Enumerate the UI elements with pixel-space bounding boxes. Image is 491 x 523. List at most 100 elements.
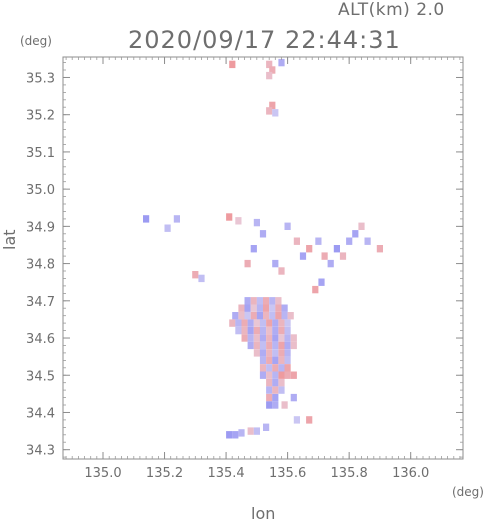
echo-cell — [278, 341, 285, 350]
echo-cell — [358, 222, 365, 230]
echo-cell — [318, 278, 325, 286]
echo-cell — [284, 349, 291, 357]
echo-cell — [290, 371, 297, 379]
echo-cell — [312, 285, 319, 294]
echo-cell — [327, 259, 334, 268]
echo-cell — [259, 230, 267, 238]
echo-cell — [143, 215, 150, 223]
echo-cell — [238, 312, 245, 320]
y-tick-label: 35.0 — [26, 183, 55, 198]
echo-cell — [263, 297, 270, 305]
echo-cell — [266, 371, 273, 379]
echo-cell — [278, 356, 285, 364]
echo-cell — [238, 429, 245, 437]
echo-cell — [352, 230, 359, 238]
echo-cell — [275, 304, 282, 312]
echo-cell — [256, 312, 263, 320]
echo-cell — [272, 386, 279, 394]
echo-cell — [293, 237, 300, 245]
echo-cell — [253, 334, 260, 342]
echo-cell — [263, 312, 270, 320]
echo-cell — [306, 245, 313, 253]
echo-cell — [250, 245, 257, 253]
echo-cell — [266, 60, 273, 69]
echo-cell — [232, 312, 239, 320]
echo-cell — [266, 326, 273, 335]
echo-cell — [272, 371, 279, 379]
echo-cell — [284, 341, 291, 350]
plot-frame — [62, 56, 464, 460]
echo-cell — [266, 401, 273, 409]
echo-cell — [229, 60, 236, 69]
axis-ticks: 135.0 135.2 135.4 135.6 135.8 136.0 34.3 34.4 34… — [26, 57, 463, 481]
echo-cell — [259, 364, 267, 372]
y-tick-label: 34.5 — [26, 369, 55, 384]
echo-cell — [284, 356, 291, 364]
echo-cell — [253, 326, 260, 335]
echo-cell — [238, 304, 245, 312]
y-tick-label: 34.3 — [26, 444, 55, 459]
y-tick-label: 34.6 — [26, 332, 55, 347]
x-tick-label: 135.8 — [331, 466, 368, 481]
y-unit-label: (deg) — [20, 34, 52, 48]
echo-cell — [263, 423, 270, 431]
echo-cell — [259, 371, 267, 379]
echo-cell — [247, 326, 254, 335]
echo-cell — [278, 349, 285, 357]
echo-cell — [287, 312, 294, 320]
x-axis-label: lon — [251, 504, 276, 523]
echo-cell — [266, 107, 273, 115]
echo-cell — [266, 356, 273, 364]
echo-cell — [241, 319, 248, 327]
echo-cell — [259, 356, 267, 364]
echo-cell — [247, 427, 254, 435]
echo-cell — [284, 222, 291, 230]
echo-cell — [266, 393, 273, 402]
echo-cell — [259, 349, 267, 357]
echo-cell — [241, 334, 248, 342]
echo-cell — [272, 326, 279, 335]
echo-cell — [272, 109, 279, 117]
echo-cell — [259, 334, 267, 342]
echo-cell — [278, 371, 285, 379]
echo-cell — [272, 379, 279, 387]
echo-cell — [269, 304, 276, 312]
echo-cell — [275, 312, 282, 320]
echo-cell — [376, 245, 383, 253]
echo-cell — [284, 334, 291, 342]
x-tick-label: 135.4 — [207, 466, 244, 481]
echo-cell — [266, 319, 273, 327]
echo-cell — [278, 386, 285, 394]
echo-cell — [241, 326, 248, 335]
echo-cell — [269, 297, 276, 305]
echo-cell — [256, 297, 263, 305]
echo-cell — [250, 304, 257, 312]
echo-cell — [299, 252, 307, 260]
echo-cell — [269, 312, 276, 320]
echo-cell — [281, 312, 288, 320]
echo-cell — [284, 319, 291, 327]
echo-cell — [173, 215, 180, 223]
echo-cell — [244, 304, 251, 312]
echo-cell — [315, 237, 322, 245]
echo-cell — [244, 312, 251, 320]
echo-cell — [266, 349, 273, 357]
echo-cell — [259, 341, 267, 350]
echo-cell — [244, 259, 251, 268]
echo-cell — [269, 66, 276, 74]
echo-cell — [250, 312, 257, 320]
echo-cell — [333, 245, 340, 253]
y-tick-label: 34.7 — [26, 295, 55, 310]
echo-cell — [198, 274, 205, 283]
echo-cell — [284, 326, 291, 335]
echo-cell — [253, 319, 260, 327]
echo-cell — [272, 401, 279, 409]
echo-cell — [266, 364, 273, 372]
echo-cell — [272, 259, 279, 268]
echo-cell — [253, 349, 260, 357]
echo-cell — [247, 341, 254, 350]
echo-cell — [278, 379, 285, 387]
x-tick-label: 135.6 — [269, 466, 306, 481]
echo-cell — [256, 304, 263, 312]
